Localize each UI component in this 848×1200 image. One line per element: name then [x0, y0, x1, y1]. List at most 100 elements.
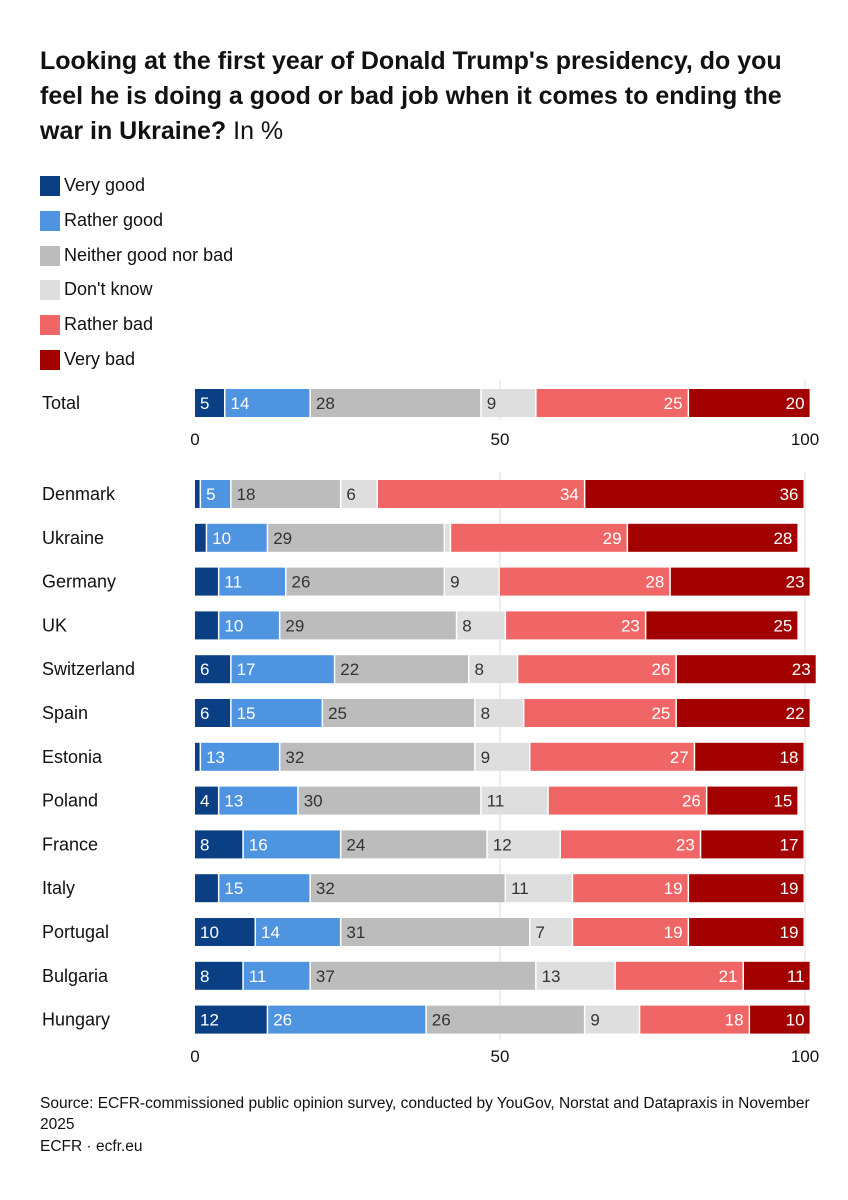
bar-segment-very-good — [195, 480, 200, 508]
bar-segment-rather-good — [219, 567, 285, 596]
bar-row-uk: UK 10 29 8 23 25 — [42, 611, 798, 640]
bar-segment-very-bad — [676, 699, 810, 727]
bar-segment-rather-bad — [640, 1005, 749, 1034]
bar-row-spain: Spain 6 15 25 8 25 22 — [42, 699, 810, 727]
bar-segment-very-good — [195, 918, 255, 946]
bar-segment-rather-good — [219, 786, 298, 815]
data-label: 11 — [249, 967, 267, 986]
legend-label: Very good — [64, 175, 146, 195]
bar-segment-don-t-know — [487, 830, 560, 859]
legend-label: Neither good nor bad — [64, 244, 234, 265]
row-label: Germany — [42, 572, 116, 592]
row-label: Spain — [42, 703, 88, 723]
bar-segment-neither-good-nor-bad — [298, 786, 481, 815]
bar-segment-neither-good-nor-bad — [341, 830, 487, 859]
bar-segment-rather-good — [231, 655, 334, 684]
bar-segment-neither-good-nor-bad — [280, 742, 475, 771]
data-label: 11 — [224, 573, 242, 592]
chart-title-text: Looking at the first year of Donald Trum… — [40, 47, 782, 145]
bar-segment-very-bad — [707, 786, 798, 815]
x-tick-label: 50 — [491, 1047, 510, 1066]
bar-segment-very-good — [195, 699, 231, 727]
data-label: 25 — [651, 704, 670, 723]
bar-segment-don-t-know — [506, 874, 572, 903]
data-label: 15 — [224, 879, 243, 898]
bar-row-germany: Germany 11 26 9 28 23 — [42, 567, 810, 596]
row-label: Switzerland — [42, 659, 135, 679]
bar-segment-neither-good-nor-bad — [268, 523, 444, 552]
row-label: Total — [42, 393, 80, 413]
bar-segment-very-bad — [695, 742, 804, 771]
bar-segment-don-t-know — [445, 523, 450, 552]
data-label: 13 — [542, 967, 561, 986]
bar-segment-rather-bad — [573, 874, 688, 903]
bar-segment-very-bad — [676, 655, 816, 684]
data-label: 36 — [780, 485, 799, 504]
bar-segment-rather-bad — [561, 830, 700, 859]
data-label: 22 — [340, 660, 359, 679]
data-label: 6 — [346, 485, 355, 504]
data-label: 15 — [773, 792, 792, 811]
data-label: 10 — [224, 616, 243, 635]
bar-segment-very-bad — [701, 830, 804, 859]
data-label: 8 — [462, 616, 471, 635]
bar-segment-don-t-know — [530, 918, 572, 946]
data-label: 17 — [780, 835, 799, 854]
bar-segment-neither-good-nor-bad — [286, 567, 444, 596]
data-label: 21 — [719, 967, 738, 986]
bar-segment-rather-good — [201, 480, 231, 508]
bar-segment-very-bad — [670, 567, 810, 596]
bar-row-switzerland: Switzerland 6 17 22 8 26 23 — [42, 655, 816, 684]
bar-segment-don-t-know — [475, 699, 523, 727]
data-label: 7 — [536, 923, 545, 942]
bar-segment-rather-good — [268, 1005, 426, 1034]
data-label: 28 — [773, 529, 792, 548]
bar-segment-don-t-know — [536, 961, 615, 990]
data-label: 30 — [304, 792, 323, 811]
x-tick-label: 100 — [791, 1047, 819, 1066]
data-label: 27 — [670, 748, 689, 767]
bar-segment-very-good — [195, 389, 224, 417]
bar-segment-neither-good-nor-bad — [323, 699, 475, 727]
x-tick-label: 0 — [190, 430, 199, 449]
row-label: Portugal — [42, 922, 109, 942]
bar-segment-rather-good — [231, 699, 322, 727]
bar-segment-rather-good — [201, 742, 279, 771]
data-label: 5 — [200, 394, 209, 413]
data-label: 25 — [773, 616, 792, 635]
data-label: 26 — [682, 792, 701, 811]
bar-segment-rather-bad — [518, 655, 676, 684]
data-label: 17 — [237, 660, 256, 679]
row-label: Poland — [42, 791, 98, 811]
panel-countries: Denmark 5 18 6 34 36 Ukraine 10 29 29 28 Germany 11 2… — [42, 472, 819, 1066]
chart-title: Looking at the first year of Donald Trum… — [40, 44, 820, 149]
data-label: 19 — [780, 923, 799, 942]
data-label: 19 — [780, 879, 799, 898]
bar-row-france: France 8 16 24 12 23 17 — [42, 830, 804, 859]
bar-segment-rather-bad — [573, 918, 688, 946]
source-note: Source: ECFR-commissioned public opinion… — [40, 1095, 810, 1133]
data-label: 20 — [786, 394, 805, 413]
data-label: 29 — [285, 616, 304, 635]
bar-segment-don-t-know — [457, 611, 505, 640]
data-label: 18 — [237, 485, 256, 504]
bar-row-poland: Poland 4 13 30 11 26 15 — [42, 786, 798, 815]
bar-segment-don-t-know — [475, 742, 529, 771]
legend-swatch — [40, 176, 60, 196]
bar-segment-very-good — [195, 523, 206, 552]
data-label: 19 — [664, 879, 683, 898]
row-label: UK — [42, 615, 67, 635]
bar-segment-very-good — [195, 830, 243, 859]
data-label: 23 — [676, 835, 695, 854]
bar-segment-very-good — [195, 742, 200, 771]
data-label: 12 — [200, 1011, 219, 1030]
bar-segment-rather-good — [207, 523, 267, 552]
bar-segment-neither-good-nor-bad — [231, 480, 340, 508]
bar-row-italy: Italy 15 32 11 19 19 — [42, 874, 804, 903]
bar-segment-very-good — [195, 786, 218, 815]
bar-segment-rather-bad — [378, 480, 584, 508]
bar-segment-neither-good-nor-bad — [310, 874, 505, 903]
data-label: 37 — [316, 967, 335, 986]
data-label: 34 — [560, 485, 579, 504]
bar-segment-rather-good — [256, 918, 340, 946]
